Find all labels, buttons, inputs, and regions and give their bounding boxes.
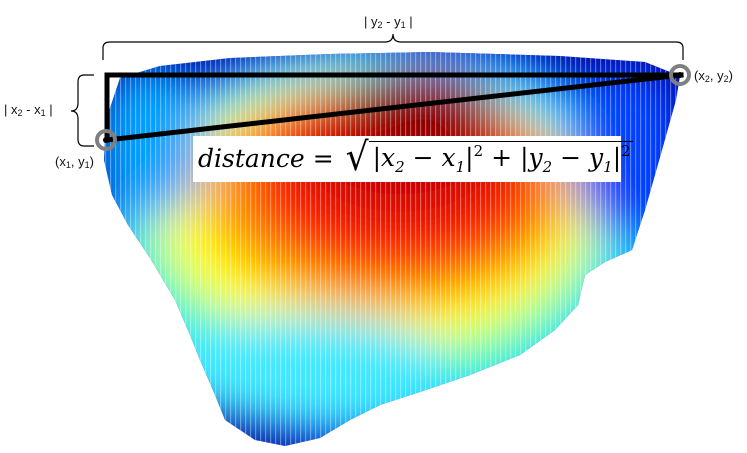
distance-formula: distance = √ |x2 − x1|2 + |y2 − y1|2: [198, 135, 633, 180]
point2-label: (x2, y2): [694, 68, 733, 84]
left-bracket-label: | x2 - x1 |: [4, 102, 53, 118]
point1-marker: [95, 129, 117, 151]
formula-lhs: distance: [198, 143, 305, 173]
point1-label: (x1, y1): [55, 154, 94, 170]
heatmap-surface: [104, 52, 680, 446]
point2-marker: [669, 64, 691, 86]
formula-equals: =: [312, 143, 334, 173]
sqrt-icon: √: [345, 135, 369, 180]
left-bracket: [70, 74, 94, 147]
hypotenuse-line: [104, 72, 684, 143]
top-bracket: [102, 33, 684, 60]
formula-radicand: |x2 − x1|2 + |y2 − y1|2: [368, 141, 633, 175]
formula-background: [193, 136, 621, 182]
top-bracket-label: | y2 - y1 |: [364, 14, 413, 30]
